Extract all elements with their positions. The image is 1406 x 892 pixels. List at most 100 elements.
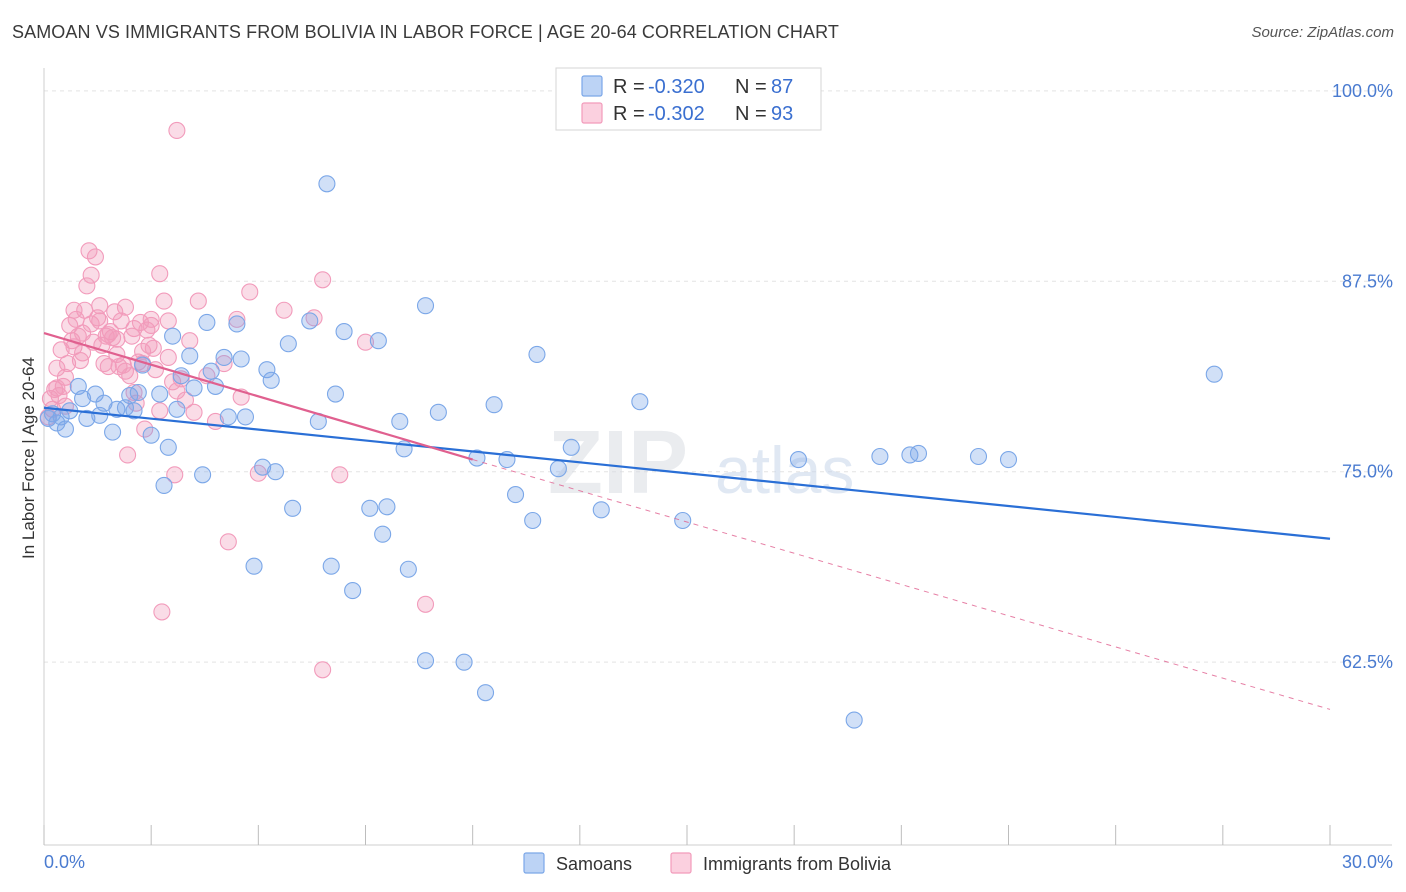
legend-r-label-bolivia: R = xyxy=(613,103,645,125)
samoans-point xyxy=(215,348,233,367)
bolivia-point xyxy=(219,533,237,551)
samoans-point xyxy=(78,409,96,427)
samoans-point xyxy=(871,447,889,466)
samoans-point xyxy=(485,396,503,414)
bolivia-point xyxy=(153,603,171,621)
samoans-point xyxy=(164,327,182,345)
samoans-point xyxy=(1205,365,1223,383)
samoans-point xyxy=(845,711,863,729)
bolivia-point xyxy=(228,310,246,328)
samoans-point xyxy=(168,400,186,418)
watermark-atlas: atlas xyxy=(715,433,854,507)
samoans-point xyxy=(125,402,143,420)
legend-n-label-bolivia: N = xyxy=(735,103,767,125)
bolivia-point xyxy=(91,297,109,315)
samoans-point xyxy=(228,315,246,333)
y-axis-title: In Labor Force | Age 20-64 xyxy=(19,357,38,559)
samoans-point xyxy=(361,499,379,517)
samoans-point xyxy=(322,557,340,575)
bolivia-point xyxy=(136,420,154,438)
samoans-point xyxy=(369,332,387,350)
bolivia-points xyxy=(39,121,435,679)
samoans-point xyxy=(155,476,173,494)
legend-n-value-bolivia: 93 xyxy=(771,103,793,125)
samoans-point xyxy=(185,379,203,397)
legend-r-value-samoans: -0.320 xyxy=(648,76,705,98)
samoans-point xyxy=(674,511,692,530)
bolivia-point xyxy=(189,292,207,310)
bolivia-point xyxy=(142,316,160,335)
samoans-point xyxy=(301,312,319,330)
y-tick-label: 75.0% xyxy=(1342,462,1393,482)
bolivia-point xyxy=(159,348,177,367)
samoans-point xyxy=(455,653,473,671)
bolivia-point xyxy=(116,362,134,380)
bolivia-point xyxy=(241,283,259,301)
samoans-point xyxy=(335,323,353,341)
samoans-trend-line xyxy=(43,406,1331,540)
bolivia-point xyxy=(86,248,104,266)
y-tick-label: 100.0% xyxy=(1332,81,1393,101)
samoans-point xyxy=(344,582,362,600)
series-legend-label-bolivia: Immigrants from Bolivia xyxy=(703,854,892,874)
series-legend-swatch-bolivia xyxy=(670,852,692,874)
bolivia-point xyxy=(112,312,130,330)
samoans-point xyxy=(909,444,928,463)
samoans-point xyxy=(86,385,104,403)
samoans-point xyxy=(202,362,220,380)
samoans-point xyxy=(789,450,808,469)
bolivia-point xyxy=(185,403,203,421)
samoans-point xyxy=(378,498,396,516)
legend-n-value-samoans: 87 xyxy=(771,76,793,98)
samoans-point xyxy=(279,335,297,353)
bolivia-point xyxy=(356,333,375,351)
x-tick-label-min: 0.0% xyxy=(44,852,85,872)
samoans-point xyxy=(631,393,649,411)
axes xyxy=(43,68,1392,846)
samoans-point xyxy=(254,458,272,476)
bolivia-point xyxy=(74,344,92,362)
stats-legend: R = -0.320 N = 87 R = -0.302 N = 93 xyxy=(555,67,822,131)
samoans-point xyxy=(159,438,177,456)
y-tick-labels: 62.5% 75.0% 87.5% 100.0% xyxy=(1332,81,1393,672)
samoans-point xyxy=(284,499,302,517)
samoans-point xyxy=(266,463,285,481)
bolivia-point xyxy=(176,391,195,409)
y-tick-label: 87.5% xyxy=(1342,271,1393,291)
bolivia-point xyxy=(48,379,66,397)
bolivia-point xyxy=(59,355,77,373)
series-legend: Samoans Immigrants from Bolivia xyxy=(523,852,892,874)
bolivia-point xyxy=(331,466,349,484)
watermark: ZIP atlas xyxy=(548,413,854,513)
bolivia-point xyxy=(168,121,186,140)
bolivia-point xyxy=(151,402,169,420)
bolivia-point xyxy=(80,242,98,260)
chart-title: SAMOAN VS IMMIGRANTS FROM BOLIVIA IN LAB… xyxy=(12,22,839,42)
bolivia-point xyxy=(108,330,126,348)
samoans-point xyxy=(74,390,92,408)
bolivia-point xyxy=(166,466,184,484)
bolivia-point xyxy=(82,266,100,284)
bolivia-point xyxy=(168,382,186,400)
samoans-point xyxy=(232,350,250,368)
bolivia-point xyxy=(106,303,124,321)
samoans-point xyxy=(198,313,216,331)
trend-lines xyxy=(43,332,1331,710)
bolivia-point xyxy=(181,332,199,350)
source-credit: Source: ZipAtlas.com xyxy=(1251,24,1394,41)
samoans-point xyxy=(151,385,169,403)
samoans-point xyxy=(181,347,199,365)
samoans-point xyxy=(429,403,447,421)
samoans-point xyxy=(245,557,263,575)
legend-n-label-samoans: N = xyxy=(735,76,767,98)
bolivia-trend-extension xyxy=(472,459,1331,710)
samoans-point xyxy=(592,501,610,519)
series-legend-swatch-samoans xyxy=(523,852,545,874)
bolivia-point xyxy=(125,319,143,338)
bolivia-point xyxy=(144,339,162,357)
gridlines xyxy=(44,90,1392,663)
bolivia-point xyxy=(48,359,66,377)
samoans-point xyxy=(142,426,160,444)
bolivia-point xyxy=(155,292,173,310)
